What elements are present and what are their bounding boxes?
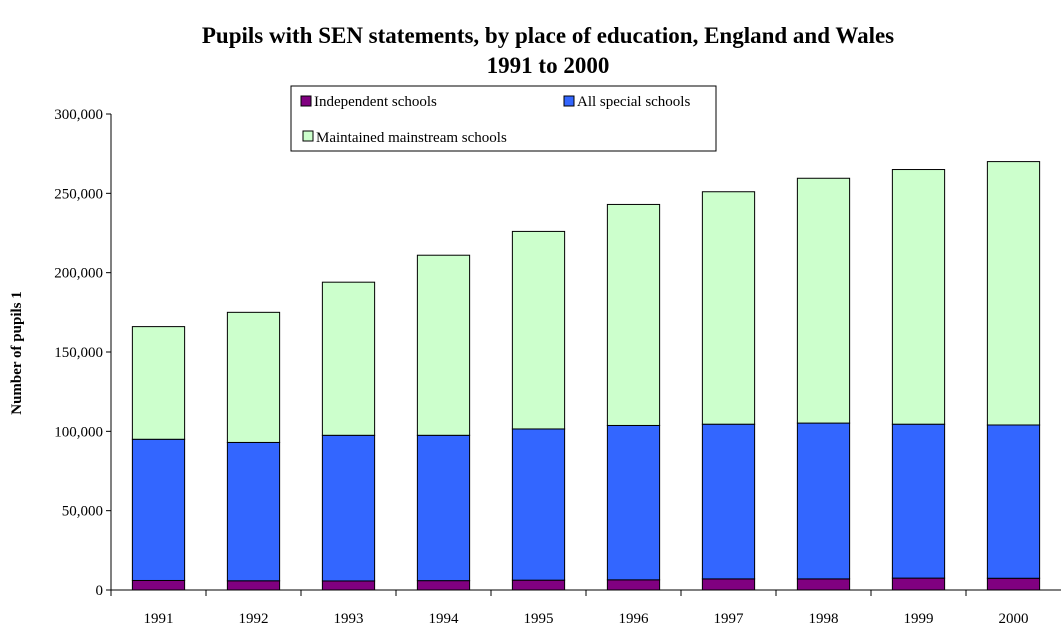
y-tick-label: 250,000 [54, 186, 103, 202]
bar-mainstream-1991 [131, 326, 186, 440]
bar-special-1992 [226, 441, 281, 582]
bar-independent-1991 [131, 579, 186, 591]
y-tick-label: 0 [96, 583, 104, 599]
x-tick-label: 1994 [429, 611, 460, 626]
bar-mainstream-2000 [986, 161, 1041, 426]
x-tick-label: 1998 [809, 611, 839, 626]
y-tick-label: 300,000 [54, 107, 103, 123]
legend-box [290, 85, 717, 152]
bar-independent-1992 [226, 580, 281, 591]
x-tick-label: 1991 [144, 611, 174, 626]
x-tick-label: 1996 [619, 611, 650, 626]
bar-mainstream-1993 [321, 281, 376, 436]
x-tick-label: 1993 [334, 611, 364, 626]
bar-special-1997 [701, 423, 756, 580]
bar-independent-1998 [796, 578, 851, 591]
bar-independent-1995 [511, 579, 566, 591]
y-tick-label: 50,000 [62, 504, 103, 520]
bar-mainstream-1999 [891, 169, 946, 425]
bar-mainstream-1994 [416, 254, 471, 436]
x-tick-label: 1995 [524, 611, 554, 626]
legend-swatch-special [563, 95, 575, 107]
bar-independent-2000 [986, 577, 1041, 591]
bar-mainstream-1996 [606, 203, 661, 426]
x-tick-label: 1992 [239, 611, 269, 626]
bar-independent-1994 [416, 580, 471, 591]
bar-independent-1999 [891, 577, 946, 591]
legend-swatch-mainstream [302, 130, 314, 142]
chart-title: Pupils with SEN statements, by place of … [202, 23, 894, 48]
bar-special-1993 [321, 434, 376, 582]
bar-mainstream-1998 [796, 177, 851, 424]
y-tick-label: 150,000 [54, 345, 103, 361]
bar-special-1996 [606, 424, 661, 581]
bar-special-2000 [986, 424, 1041, 579]
x-ticks-group: 1991 1992 1993 1994 1995 1996 1997 1998 1999 2000 [110, 590, 1029, 626]
x-tick-label: 1997 [714, 611, 745, 626]
y-axis-label: Number of pupils 1 [9, 291, 25, 415]
y-tick-label: 200,000 [54, 266, 103, 282]
bar-special-1999 [891, 423, 946, 579]
legend-label-mainstream: Maintained mainstream schools [316, 130, 507, 146]
bar-mainstream-1995 [511, 230, 566, 430]
bars-group [131, 161, 1041, 591]
bar-mainstream-1992 [226, 311, 281, 443]
chart-subtitle: 1991 to 2000 [487, 53, 610, 78]
x-tick-label: 2000 [999, 611, 1029, 626]
x-tick-label: 1999 [904, 611, 934, 626]
y-tick-label: 100,000 [54, 424, 103, 440]
y-ticks-group: 0 50,000 100,000 150,000 200,000 250,000 300,0… [54, 107, 111, 599]
bar-independent-1993 [321, 580, 376, 591]
legend-label-independent: Independent schools [314, 94, 437, 110]
bar-independent-1996 [606, 579, 661, 591]
legend: Independent schools All special schools … [290, 85, 717, 152]
legend-swatch-independent [300, 95, 312, 107]
bar-special-1994 [416, 434, 471, 582]
bar-mainstream-1997 [701, 191, 756, 425]
legend-label-special: All special schools [577, 94, 690, 110]
bar-special-1991 [131, 438, 186, 581]
bar-independent-1997 [701, 578, 756, 591]
bar-special-1998 [796, 422, 851, 580]
bar-special-1995 [511, 428, 566, 581]
